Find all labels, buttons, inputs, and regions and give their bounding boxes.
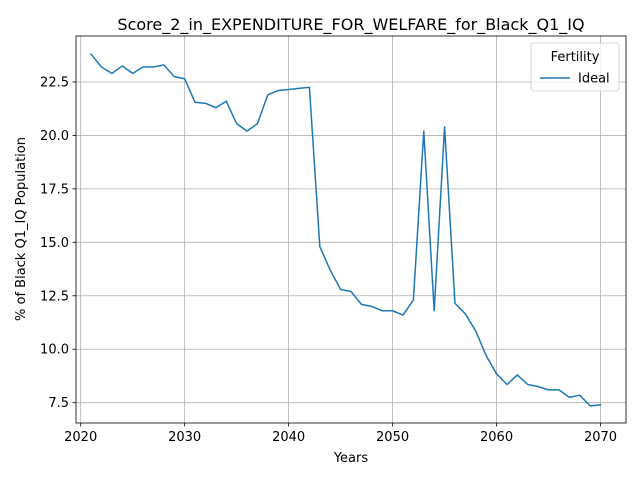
legend: Fertility Ideal <box>530 42 620 92</box>
y-tick-label: 17.5 <box>40 182 69 197</box>
y-tick-label: 20.0 <box>40 129 69 144</box>
ticks: 2020 2030 2040 2050 2060 2070 7.5 10.0 12.5 15.0 1… <box>40 75 617 445</box>
plot-frame <box>75 35 627 424</box>
x-tick-label: 2020 <box>64 430 97 445</box>
y-tick-label: 10.0 <box>40 343 69 358</box>
x-tick-label: 2030 <box>168 430 201 445</box>
x-tick-label: 2040 <box>272 430 305 445</box>
series-layer <box>90 53 602 407</box>
x-tick-label: 2050 <box>376 430 409 445</box>
x-tick-label: 2070 <box>584 430 617 445</box>
y-tick-label: 7.5 <box>48 396 69 411</box>
x-axis-label: Years <box>333 451 369 466</box>
legend-label-ideal: Ideal <box>578 72 610 87</box>
chart-title: Score_2_in_EXPENDITURE_FOR_WELFARE_for_B… <box>117 15 584 35</box>
y-tick-label: 22.5 <box>40 75 69 90</box>
legend-box <box>530 42 620 92</box>
legend-title: Fertility <box>551 50 600 65</box>
y-axis-label: % of Black Q1_IQ Population <box>14 137 29 321</box>
x-tick-label: 2060 <box>480 430 513 445</box>
y-tick-label: 15.0 <box>40 236 69 251</box>
series-line-ideal <box>90 53 602 407</box>
grid <box>76 36 626 423</box>
y-tick-label: 12.5 <box>40 289 69 304</box>
